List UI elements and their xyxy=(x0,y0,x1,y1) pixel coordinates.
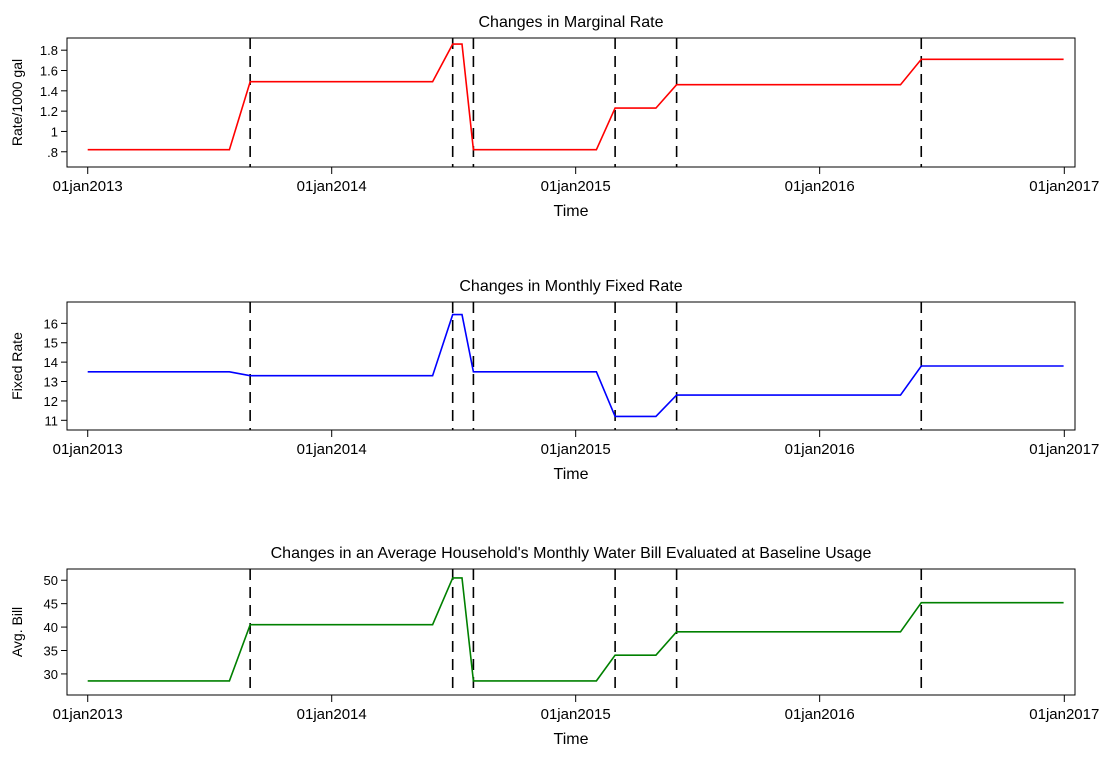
series-line xyxy=(87,577,1064,682)
x-tick-label: 01jan2016 xyxy=(785,706,855,723)
y-tick-label: 11 xyxy=(45,413,59,428)
y-axis-label: Avg. Bill xyxy=(9,607,25,657)
x-tick-label: 01jan2016 xyxy=(785,178,855,195)
y-tick-label: 15 xyxy=(44,336,58,351)
x-tick-label: 01jan2013 xyxy=(53,441,123,458)
y-tick-label: 30 xyxy=(44,667,58,682)
x-tick-label: 01jan2015 xyxy=(541,706,611,723)
y-tick-label: 14 xyxy=(44,355,58,370)
y-tick-label: 1.4 xyxy=(40,84,58,99)
plot-frame xyxy=(66,301,1076,431)
x-tick-label: 01jan2014 xyxy=(297,178,367,195)
x-tick-label: 01jan2015 xyxy=(541,178,611,195)
panel-title: Changes in Marginal Rate xyxy=(479,14,664,31)
series-line xyxy=(87,313,1064,418)
x-axis-label: Time xyxy=(554,466,589,483)
y-tick-label: 40 xyxy=(44,620,58,635)
panel-fixed-rate: Changes in Monthly Fixed Rate 01jan2013 01… xyxy=(9,278,1099,483)
y-tick-label: 1.2 xyxy=(40,104,58,119)
series-line xyxy=(87,43,1064,151)
y-tick-label: 1.6 xyxy=(40,64,58,79)
x-tick-label: 01jan2017 xyxy=(1029,178,1099,195)
x-tick-label: 01jan2017 xyxy=(1029,706,1099,723)
panel-marginal-rate: Changes in Marginal Rate 01jan2013 01jan20… xyxy=(9,14,1099,220)
panel-avg-bill: Changes in an Average Household's Monthl… xyxy=(9,545,1099,748)
y-tick-label: 1.8 xyxy=(40,43,58,58)
panel-title: Changes in an Average Household's Monthl… xyxy=(271,545,872,562)
panel-title: Changes in Monthly Fixed Rate xyxy=(459,278,682,295)
x-tick-label: 01jan2014 xyxy=(297,441,367,458)
x-tick-label: 01jan2013 xyxy=(53,706,123,723)
x-axis-label: Time xyxy=(554,731,589,748)
x-tick-label: 01jan2014 xyxy=(297,706,367,723)
x-tick-label: 01jan2017 xyxy=(1029,441,1099,458)
y-axis-label: Fixed Rate xyxy=(9,332,25,400)
x-tick-label: 01jan2013 xyxy=(53,178,123,195)
x-tick-label: 01jan2015 xyxy=(541,441,611,458)
y-tick-label: 45 xyxy=(44,597,58,612)
plot-frame xyxy=(66,568,1076,696)
y-tick-label: 12 xyxy=(44,394,58,409)
y-tick-label: 50 xyxy=(44,573,58,588)
y-tick-label: .8 xyxy=(47,145,58,160)
y-tick-label: 13 xyxy=(44,375,58,390)
x-tick-label: 01jan2016 xyxy=(785,441,855,458)
y-tick-label: 16 xyxy=(44,316,58,331)
y-tick-label: 35 xyxy=(44,644,58,659)
x-axis-label: Time xyxy=(554,203,589,220)
plot-frame xyxy=(66,37,1076,168)
y-tick-label: 1 xyxy=(51,124,58,139)
y-axis-label: Rate/1000 gal xyxy=(9,59,25,146)
